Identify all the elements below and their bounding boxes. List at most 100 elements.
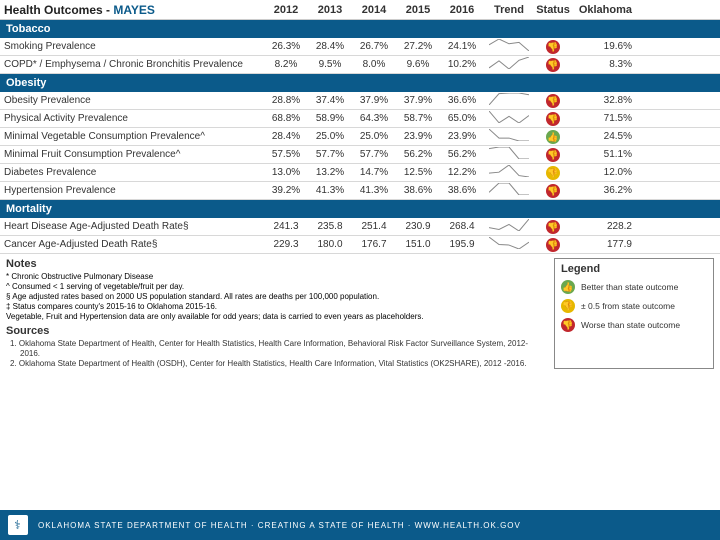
row-label: Minimal Fruit Consumption Prevalence^ <box>4 149 264 160</box>
footer-text: OKLAHOMA STATE DEPARTMENT OF HEALTH · CR… <box>38 521 521 530</box>
cell-value: 39.2% <box>264 185 308 196</box>
note-line: § Age adjusted rates based on 2000 US po… <box>6 292 548 302</box>
table-row: Heart Disease Age-Adjusted Death Rate§24… <box>0 218 720 236</box>
cell-value: 14.7% <box>352 167 396 178</box>
footer-logo-icon: ⚕ <box>8 515 28 535</box>
table-row: COPD* / Emphysema / Chronic Bronchitis P… <box>0 56 720 74</box>
cell-value: 56.2% <box>396 149 440 160</box>
sparkline <box>484 237 534 252</box>
cell-value: 8.0% <box>352 59 396 70</box>
cell-value: 37.9% <box>396 95 440 106</box>
cell-value: 12.5% <box>396 167 440 178</box>
legend-text: Worse than state outcome <box>581 320 680 330</box>
oklahoma-value: 228.2 <box>572 221 632 232</box>
cell-value: 65.0% <box>440 113 484 124</box>
legend-text: ± 0.5 from state outcome <box>581 301 675 311</box>
oklahoma-value: 71.5% <box>572 113 632 124</box>
cell-value: 25.0% <box>308 131 352 142</box>
oklahoma-value: 36.2% <box>572 185 632 196</box>
row-label: Heart Disease Age-Adjusted Death Rate§ <box>4 221 264 232</box>
status-badge: 👎 <box>534 112 572 126</box>
table-row: Cancer Age-Adjusted Death Rate§229.3180.… <box>0 236 720 254</box>
row-label: Diabetes Prevalence <box>4 167 264 178</box>
cell-value: 27.2% <box>396 41 440 52</box>
cell-value: 23.9% <box>396 131 440 142</box>
cell-value: 28.4% <box>308 41 352 52</box>
table-row: Minimal Vegetable Consumption Prevalence… <box>0 128 720 146</box>
legend-row: 👎Worse than state outcome <box>561 318 707 332</box>
cell-value: 36.6% <box>440 95 484 106</box>
cell-value: 268.4 <box>440 221 484 232</box>
col-2014: 2014 <box>352 4 396 16</box>
sparkline <box>484 147 534 162</box>
note-line: ^ Consumed < 1 serving of vegetable/frui… <box>6 282 548 292</box>
cell-value: 235.8 <box>308 221 352 232</box>
cell-value: 230.9 <box>396 221 440 232</box>
status-badge: 👎 <box>534 58 572 72</box>
row-label: COPD* / Emphysema / Chronic Bronchitis P… <box>4 59 264 70</box>
note-line: ‡ Status compares county's 2015-16 to Ok… <box>6 302 548 312</box>
sources-header: Sources <box>6 325 548 337</box>
sparkline <box>484 129 534 144</box>
legend-text: Better than state outcome <box>581 282 678 292</box>
cell-value: 251.4 <box>352 221 396 232</box>
header-row: Health Outcomes - MAYES 2012 2013 2014 2… <box>0 0 720 20</box>
cell-value: 26.7% <box>352 41 396 52</box>
notes-sources: Notes * Chronic Obstructive Pulmonary Di… <box>6 258 548 369</box>
cell-value: 9.5% <box>308 59 352 70</box>
note-line: * Chronic Obstructive Pulmonary Disease <box>6 272 548 282</box>
notes-header: Notes <box>6 258 548 270</box>
row-label: Smoking Prevalence <box>4 41 264 52</box>
status-badge: 👎 <box>534 238 572 252</box>
sparkline <box>484 111 534 126</box>
legend-box: Legend 👍Better than state outcome👎± 0.5 … <box>554 258 714 369</box>
legend-row: 👎± 0.5 from state outcome <box>561 299 707 313</box>
table-row: Physical Activity Prevalence68.8%58.9%64… <box>0 110 720 128</box>
col-oklahoma: Oklahoma <box>572 4 632 16</box>
county-name: MAYES <box>113 3 155 17</box>
cell-value: 24.1% <box>440 41 484 52</box>
cell-value: 180.0 <box>308 239 352 250</box>
col-trend: Trend <box>484 4 534 16</box>
note-line: Vegetable, Fruit and Hypertension data a… <box>6 312 548 322</box>
cell-value: 28.4% <box>264 131 308 142</box>
cell-value: 38.6% <box>396 185 440 196</box>
cell-value: 64.3% <box>352 113 396 124</box>
cell-value: 28.8% <box>264 95 308 106</box>
oklahoma-value: 32.8% <box>572 95 632 106</box>
section-header: Obesity <box>0 74 720 92</box>
oklahoma-value: 8.3% <box>572 59 632 70</box>
cell-value: 195.9 <box>440 239 484 250</box>
table-row: Diabetes Prevalence13.0%13.2%14.7%12.5%1… <box>0 164 720 182</box>
col-2013: 2013 <box>308 4 352 16</box>
row-label: Cancer Age-Adjusted Death Rate§ <box>4 239 264 250</box>
table-row: Minimal Fruit Consumption Prevalence^57.… <box>0 146 720 164</box>
title-prefix: Health Outcomes - <box>4 3 113 17</box>
oklahoma-value: 51.1% <box>572 149 632 160</box>
source-line: 2. Oklahoma State Department of Health (… <box>6 359 548 369</box>
cell-value: 37.4% <box>308 95 352 106</box>
cell-value: 68.8% <box>264 113 308 124</box>
cell-value: 10.2% <box>440 59 484 70</box>
cell-value: 25.0% <box>352 131 396 142</box>
cell-value: 13.2% <box>308 167 352 178</box>
table-row: Hypertension Prevalence39.2%41.3%41.3%38… <box>0 182 720 200</box>
cell-value: 58.9% <box>308 113 352 124</box>
cell-value: 57.5% <box>264 149 308 160</box>
col-2016: 2016 <box>440 4 484 16</box>
cell-value: 58.7% <box>396 113 440 124</box>
sparkline <box>484 219 534 234</box>
oklahoma-value: 24.5% <box>572 131 632 142</box>
row-label: Physical Activity Prevalence <box>4 113 264 124</box>
status-badge: 👎 <box>534 166 572 180</box>
table-row: Obesity Prevalence28.8%37.4%37.9%37.9%36… <box>0 92 720 110</box>
cell-value: 8.2% <box>264 59 308 70</box>
cell-value: 57.7% <box>352 149 396 160</box>
status-badge: 👍 <box>534 130 572 144</box>
cell-value: 9.6% <box>396 59 440 70</box>
cell-value: 38.6% <box>440 185 484 196</box>
cell-value: 176.7 <box>352 239 396 250</box>
notes-legend-wrap: Notes * Chronic Obstructive Pulmonary Di… <box>0 254 720 371</box>
status-badge: 👎 <box>534 220 572 234</box>
row-label: Minimal Vegetable Consumption Prevalence… <box>4 131 264 142</box>
